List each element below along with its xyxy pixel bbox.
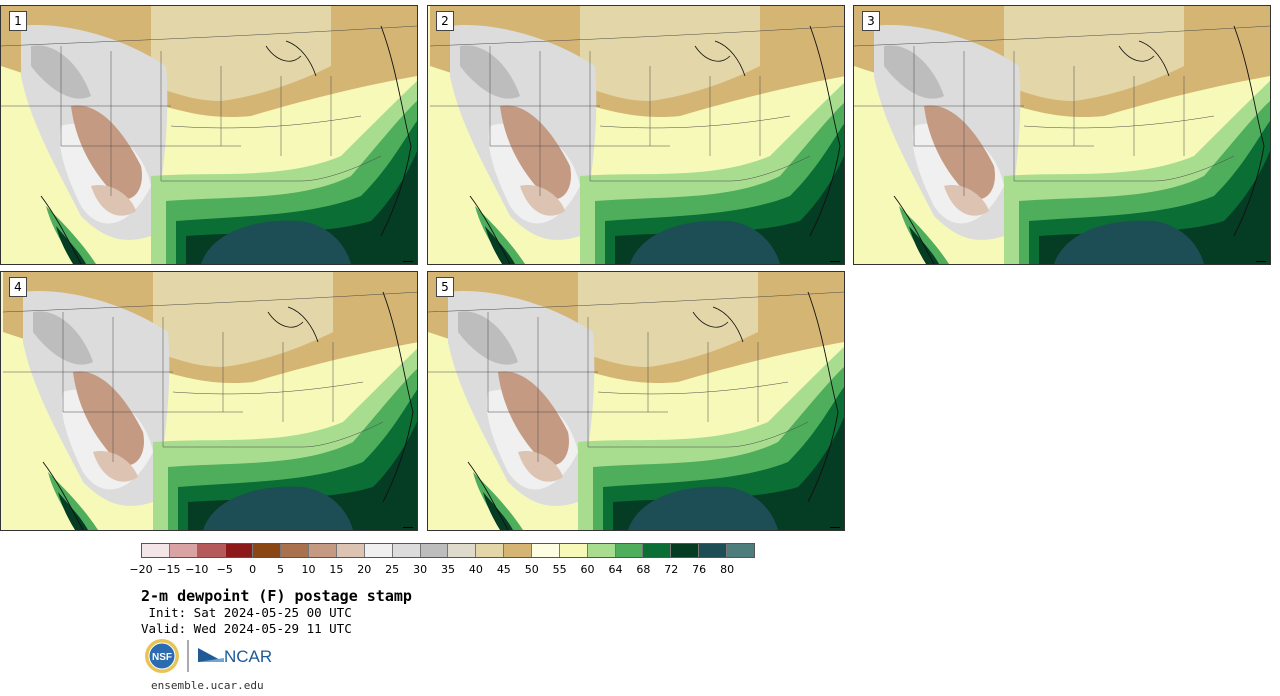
dewpoint-map-4: [2, 272, 417, 530]
colorbar-tick-label: 55: [552, 563, 567, 576]
colorbar-swatch: [169, 544, 198, 557]
scale-bar: [403, 527, 413, 528]
colorbar-swatch: [448, 544, 477, 557]
colorbar-tick-label: 64: [608, 563, 623, 576]
ncar-logo: NCAR: [198, 647, 272, 666]
dewpoint-map-1: [1, 6, 417, 264]
colorbar-tick-label: 30: [413, 563, 428, 576]
member-number-badge: 2: [436, 11, 454, 31]
colorbar-swatch: [337, 544, 365, 557]
product-title: 2-m dewpoint (F) postage stamp: [141, 587, 412, 605]
scale-bar: [830, 527, 840, 528]
dewpoint-map-2: [429, 6, 844, 264]
colorbar-tick-label: 35: [441, 563, 455, 576]
colorbar-tick-label: 45: [496, 563, 511, 576]
colorbar-tick-label: 72: [664, 563, 679, 576]
colorbar-swatch: [504, 544, 533, 557]
colorbar-swatch: [364, 544, 393, 557]
colorbar-swatch: [225, 544, 254, 557]
scale-bar: [1256, 261, 1266, 262]
colorbar-swatch: [727, 544, 754, 557]
ensemble-member-panel-3: 3: [853, 5, 1271, 265]
dewpoint-map-3: [854, 6, 1270, 264]
colorbar-tick-label: −5: [216, 563, 233, 576]
dewpoint-map-5: [428, 272, 844, 530]
dewpoint-colorbar: [141, 543, 755, 558]
nsf-logo-text: NSF: [152, 652, 172, 663]
colorbar-swatch: [671, 544, 700, 557]
colorbar-swatch: [309, 544, 338, 557]
member-number-badge: 1: [9, 11, 27, 31]
colorbar-tick-label: 80: [720, 563, 735, 576]
valid-time: Valid: Wed 2024-05-29 11 UTC: [141, 621, 352, 636]
colorbar-tick-labels: −20 −15 −10 −5 0 5 10 15 20 25 30 35 40 45 50 55 60 64 68 7…: [0, 563, 800, 577]
member-number-badge: 5: [436, 277, 454, 297]
colorbar-swatch: [197, 544, 226, 557]
init-time: Init: Sat 2024-05-25 00 UTC: [141, 605, 352, 620]
colorbar-tick-label: −15: [157, 563, 181, 576]
ensemble-member-panel-1: 1: [0, 5, 418, 265]
colorbar-tick-label: 0: [249, 563, 257, 576]
member-number-badge: 4: [9, 277, 27, 297]
colorbar-swatch: [392, 544, 421, 557]
colorbar-tick-label: 68: [636, 563, 651, 576]
colorbar-tick-label: 5: [277, 563, 285, 576]
colorbar-tick-label: −20: [129, 563, 153, 576]
colorbar-swatch: [253, 544, 282, 557]
colorbar-tick-label: 60: [580, 563, 595, 576]
colorbar-swatch: [615, 544, 644, 557]
colorbar-swatch: [559, 544, 588, 557]
footer-url: ensemble.ucar.edu: [151, 679, 264, 692]
colorbar-tick-label: 10: [301, 563, 316, 576]
colorbar-tick-label: −10: [185, 563, 209, 576]
colorbar-tick-label: 40: [468, 563, 483, 576]
colorbar-swatch: [643, 544, 672, 557]
scale-bar: [403, 261, 413, 262]
nsf-logo: NSF: [145, 639, 179, 673]
sponsor-logos: NSF NCAR: [144, 638, 284, 678]
colorbar-swatch: [476, 544, 505, 557]
ncar-logo-text: NCAR: [224, 647, 272, 666]
ensemble-member-panel-2: 2: [427, 5, 845, 265]
colorbar-tick-label: 20: [357, 563, 372, 576]
colorbar-swatch: [587, 544, 616, 557]
colorbar-tick-label: 25: [385, 563, 400, 576]
scale-bar: [830, 261, 840, 262]
colorbar-tick-label: 50: [524, 563, 539, 576]
member-number-badge: 3: [862, 11, 880, 31]
ensemble-member-panel-4: 4: [0, 271, 418, 531]
colorbar-swatch: [532, 544, 560, 557]
colorbar-tick-label: 76: [692, 563, 707, 576]
colorbar-swatch: [281, 544, 310, 557]
colorbar-tick-label: 15: [329, 563, 344, 576]
colorbar-swatch: [420, 544, 449, 557]
colorbar-swatch: [142, 544, 170, 557]
ensemble-member-panel-5: 5: [427, 271, 845, 531]
colorbar-swatch: [699, 544, 728, 557]
